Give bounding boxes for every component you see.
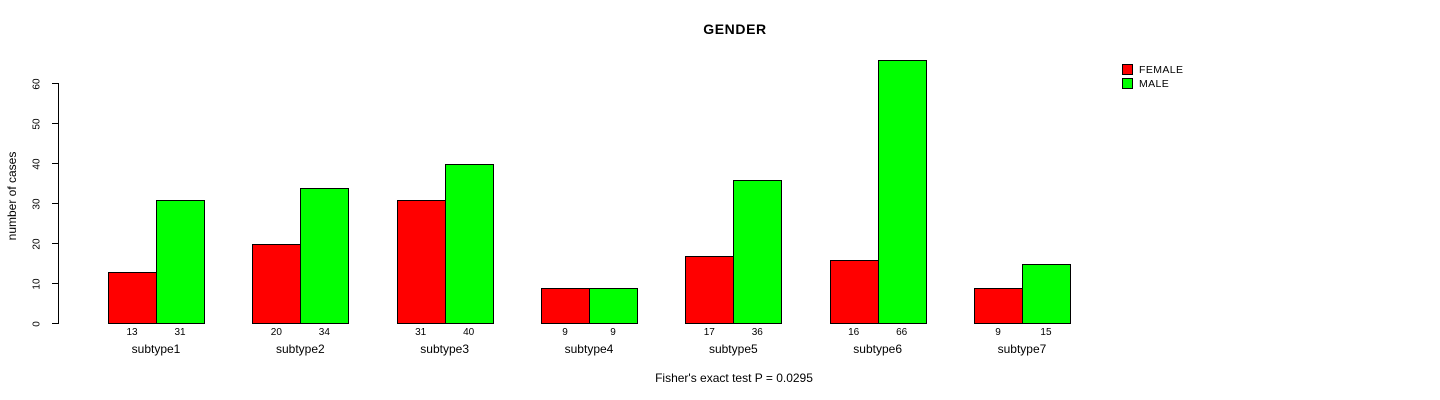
bar-female-subtype2 — [252, 243, 302, 324]
bar-female-subtype5 — [685, 255, 735, 324]
y-tick-label: 10 — [31, 277, 43, 290]
bar-female-subtype7 — [973, 287, 1023, 324]
y-tick-mark — [51, 322, 59, 325]
category-label-subtype2: subtype2 — [275, 341, 325, 356]
bar-female-subtype6 — [829, 259, 879, 324]
category-label-subtype4: subtype4 — [564, 341, 614, 356]
bar-value-label-male-subtype1: 31 — [174, 326, 186, 338]
y-tick-mark — [51, 82, 59, 85]
bar-male-subtype1 — [156, 199, 205, 324]
bar-female-subtype1 — [108, 271, 157, 324]
category-label-subtype1: subtype1 — [131, 341, 181, 356]
y-tick-label: 30 — [31, 197, 43, 210]
category-label-subtype3: subtype3 — [420, 341, 470, 356]
bar-value-label-female-subtype3: 31 — [415, 326, 427, 338]
bar-value-label-female-subtype7: 9 — [995, 326, 1001, 338]
female-color-swatch — [1122, 64, 1133, 75]
bar-male-subtype2 — [300, 187, 350, 324]
bar-value-label-female-subtype4: 9 — [562, 326, 568, 338]
bar-value-label-male-subtype6: 66 — [896, 326, 908, 338]
category-label-subtype7: subtype7 — [997, 341, 1047, 356]
chart-title: GENDER — [703, 21, 767, 37]
y-tick-mark — [51, 122, 59, 125]
y-tick-mark — [51, 162, 59, 165]
y-tick-label: 40 — [31, 157, 43, 170]
male-color-swatch — [1122, 78, 1133, 89]
y-tick-label: 60 — [31, 77, 43, 90]
y-tick-mark — [51, 282, 59, 285]
bar-male-subtype7 — [1021, 263, 1071, 324]
bar-value-label-female-subtype1: 13 — [126, 326, 138, 338]
bar-value-label-female-subtype5: 17 — [703, 326, 715, 338]
bar-male-subtype3 — [444, 163, 494, 324]
y-tick-label: 20 — [31, 237, 43, 250]
legend-entry-female: FEMALE — [1122, 63, 1184, 76]
bar-male-subtype6 — [877, 59, 927, 324]
caption-fisher-test: Fisher's exact test P = 0.0295 — [655, 371, 813, 385]
bar-female-subtype3 — [396, 199, 446, 324]
bar-male-subtype4 — [588, 287, 638, 324]
bar-male-subtype5 — [733, 179, 783, 324]
y-tick-label: 0 — [31, 320, 43, 327]
category-label-subtype6: subtype6 — [853, 341, 902, 356]
y-tick-mark — [51, 242, 59, 245]
category-label-subtype5: subtype5 — [708, 341, 758, 356]
bar-value-label-male-subtype5: 36 — [751, 326, 763, 338]
bar-value-label-male-subtype7: 15 — [1040, 326, 1052, 338]
legend-entry-male: MALE — [1122, 77, 1183, 90]
legend-label-male: MALE — [1139, 77, 1170, 90]
y-tick-label: 50 — [31, 117, 43, 130]
legend: FEMALE MALE — [1122, 63, 1184, 90]
bar-value-label-male-subtype4: 9 — [610, 326, 616, 338]
bar-value-label-male-subtype3: 40 — [463, 326, 475, 338]
bar-value-label-female-subtype6: 16 — [848, 326, 860, 338]
bar-value-label-female-subtype2: 20 — [270, 326, 282, 338]
legend-label-female: FEMALE — [1139, 63, 1184, 76]
bar-female-subtype4 — [540, 287, 590, 324]
y-tick-mark — [51, 202, 59, 205]
bar-value-label-male-subtype2: 34 — [318, 326, 330, 338]
